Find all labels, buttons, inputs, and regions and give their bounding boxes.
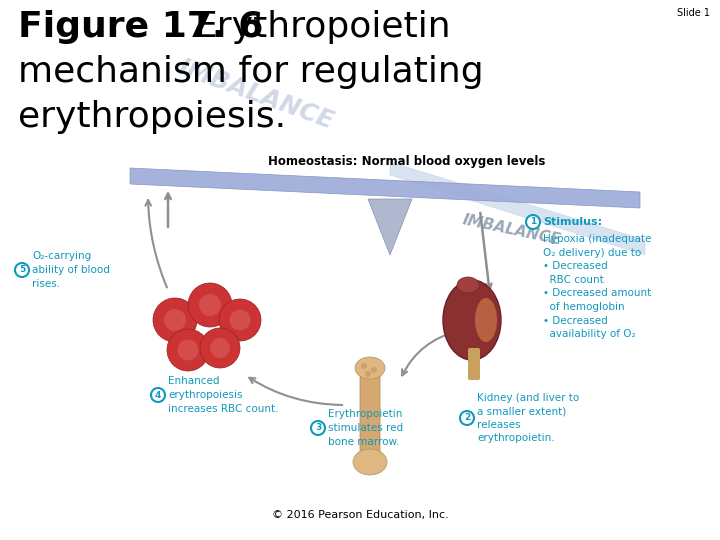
Circle shape — [151, 388, 165, 402]
Circle shape — [15, 263, 29, 277]
Ellipse shape — [443, 280, 501, 360]
Text: 1: 1 — [530, 218, 536, 226]
Text: 3: 3 — [315, 423, 321, 433]
Text: © 2016 Pearson Education, Inc.: © 2016 Pearson Education, Inc. — [271, 510, 449, 520]
Circle shape — [167, 329, 209, 371]
Text: Homeostasis: Normal blood oxygen levels: Homeostasis: Normal blood oxygen levels — [268, 155, 545, 168]
Text: Kidney (and liver to
a smaller extent)
releases
erythropoietin.: Kidney (and liver to a smaller extent) r… — [477, 393, 580, 443]
Text: 2: 2 — [464, 414, 470, 422]
Text: mechanism for regulating: mechanism for regulating — [18, 55, 484, 89]
Ellipse shape — [457, 277, 479, 293]
Circle shape — [200, 328, 240, 368]
Circle shape — [365, 371, 371, 377]
Circle shape — [164, 309, 186, 331]
Circle shape — [460, 411, 474, 425]
Circle shape — [153, 298, 197, 342]
Polygon shape — [368, 199, 412, 255]
Ellipse shape — [355, 357, 385, 379]
Circle shape — [526, 215, 540, 229]
Circle shape — [210, 338, 230, 358]
Text: Enhanced
erythropoiesis
increases RBC count.: Enhanced erythropoiesis increases RBC co… — [168, 376, 279, 414]
Circle shape — [371, 367, 377, 373]
Ellipse shape — [353, 449, 387, 475]
Polygon shape — [130, 168, 640, 208]
Polygon shape — [390, 162, 645, 255]
Text: IMBALANCE: IMBALANCE — [462, 212, 562, 248]
FancyBboxPatch shape — [360, 367, 380, 463]
Text: Hypoxia (inadequate
O₂ delivery) due to
• Decreased
  RBC count
• Decreased amou: Hypoxia (inadequate O₂ delivery) due to … — [543, 234, 652, 339]
Circle shape — [361, 363, 367, 369]
Circle shape — [311, 421, 325, 435]
Text: Slide 1: Slide 1 — [677, 8, 710, 18]
Ellipse shape — [475, 298, 497, 342]
Text: Erythropoietin
stimulates red
bone marrow.: Erythropoietin stimulates red bone marro… — [328, 409, 403, 447]
Circle shape — [199, 294, 221, 316]
Text: IMBALANCE: IMBALANCE — [175, 55, 338, 134]
Text: 5: 5 — [19, 266, 25, 274]
Circle shape — [188, 283, 232, 327]
Text: Figure 17. 6: Figure 17. 6 — [18, 10, 276, 44]
Circle shape — [230, 309, 251, 330]
FancyBboxPatch shape — [468, 348, 480, 380]
Circle shape — [178, 340, 199, 361]
Text: O₂-carrying
ability of blood
rises.: O₂-carrying ability of blood rises. — [32, 252, 110, 288]
Text: 4: 4 — [155, 390, 161, 400]
Text: Stimulus:: Stimulus: — [543, 217, 602, 227]
Circle shape — [219, 299, 261, 341]
Text: erythropoiesis.: erythropoiesis. — [18, 100, 286, 134]
Text: Erythropoietin: Erythropoietin — [195, 10, 451, 44]
